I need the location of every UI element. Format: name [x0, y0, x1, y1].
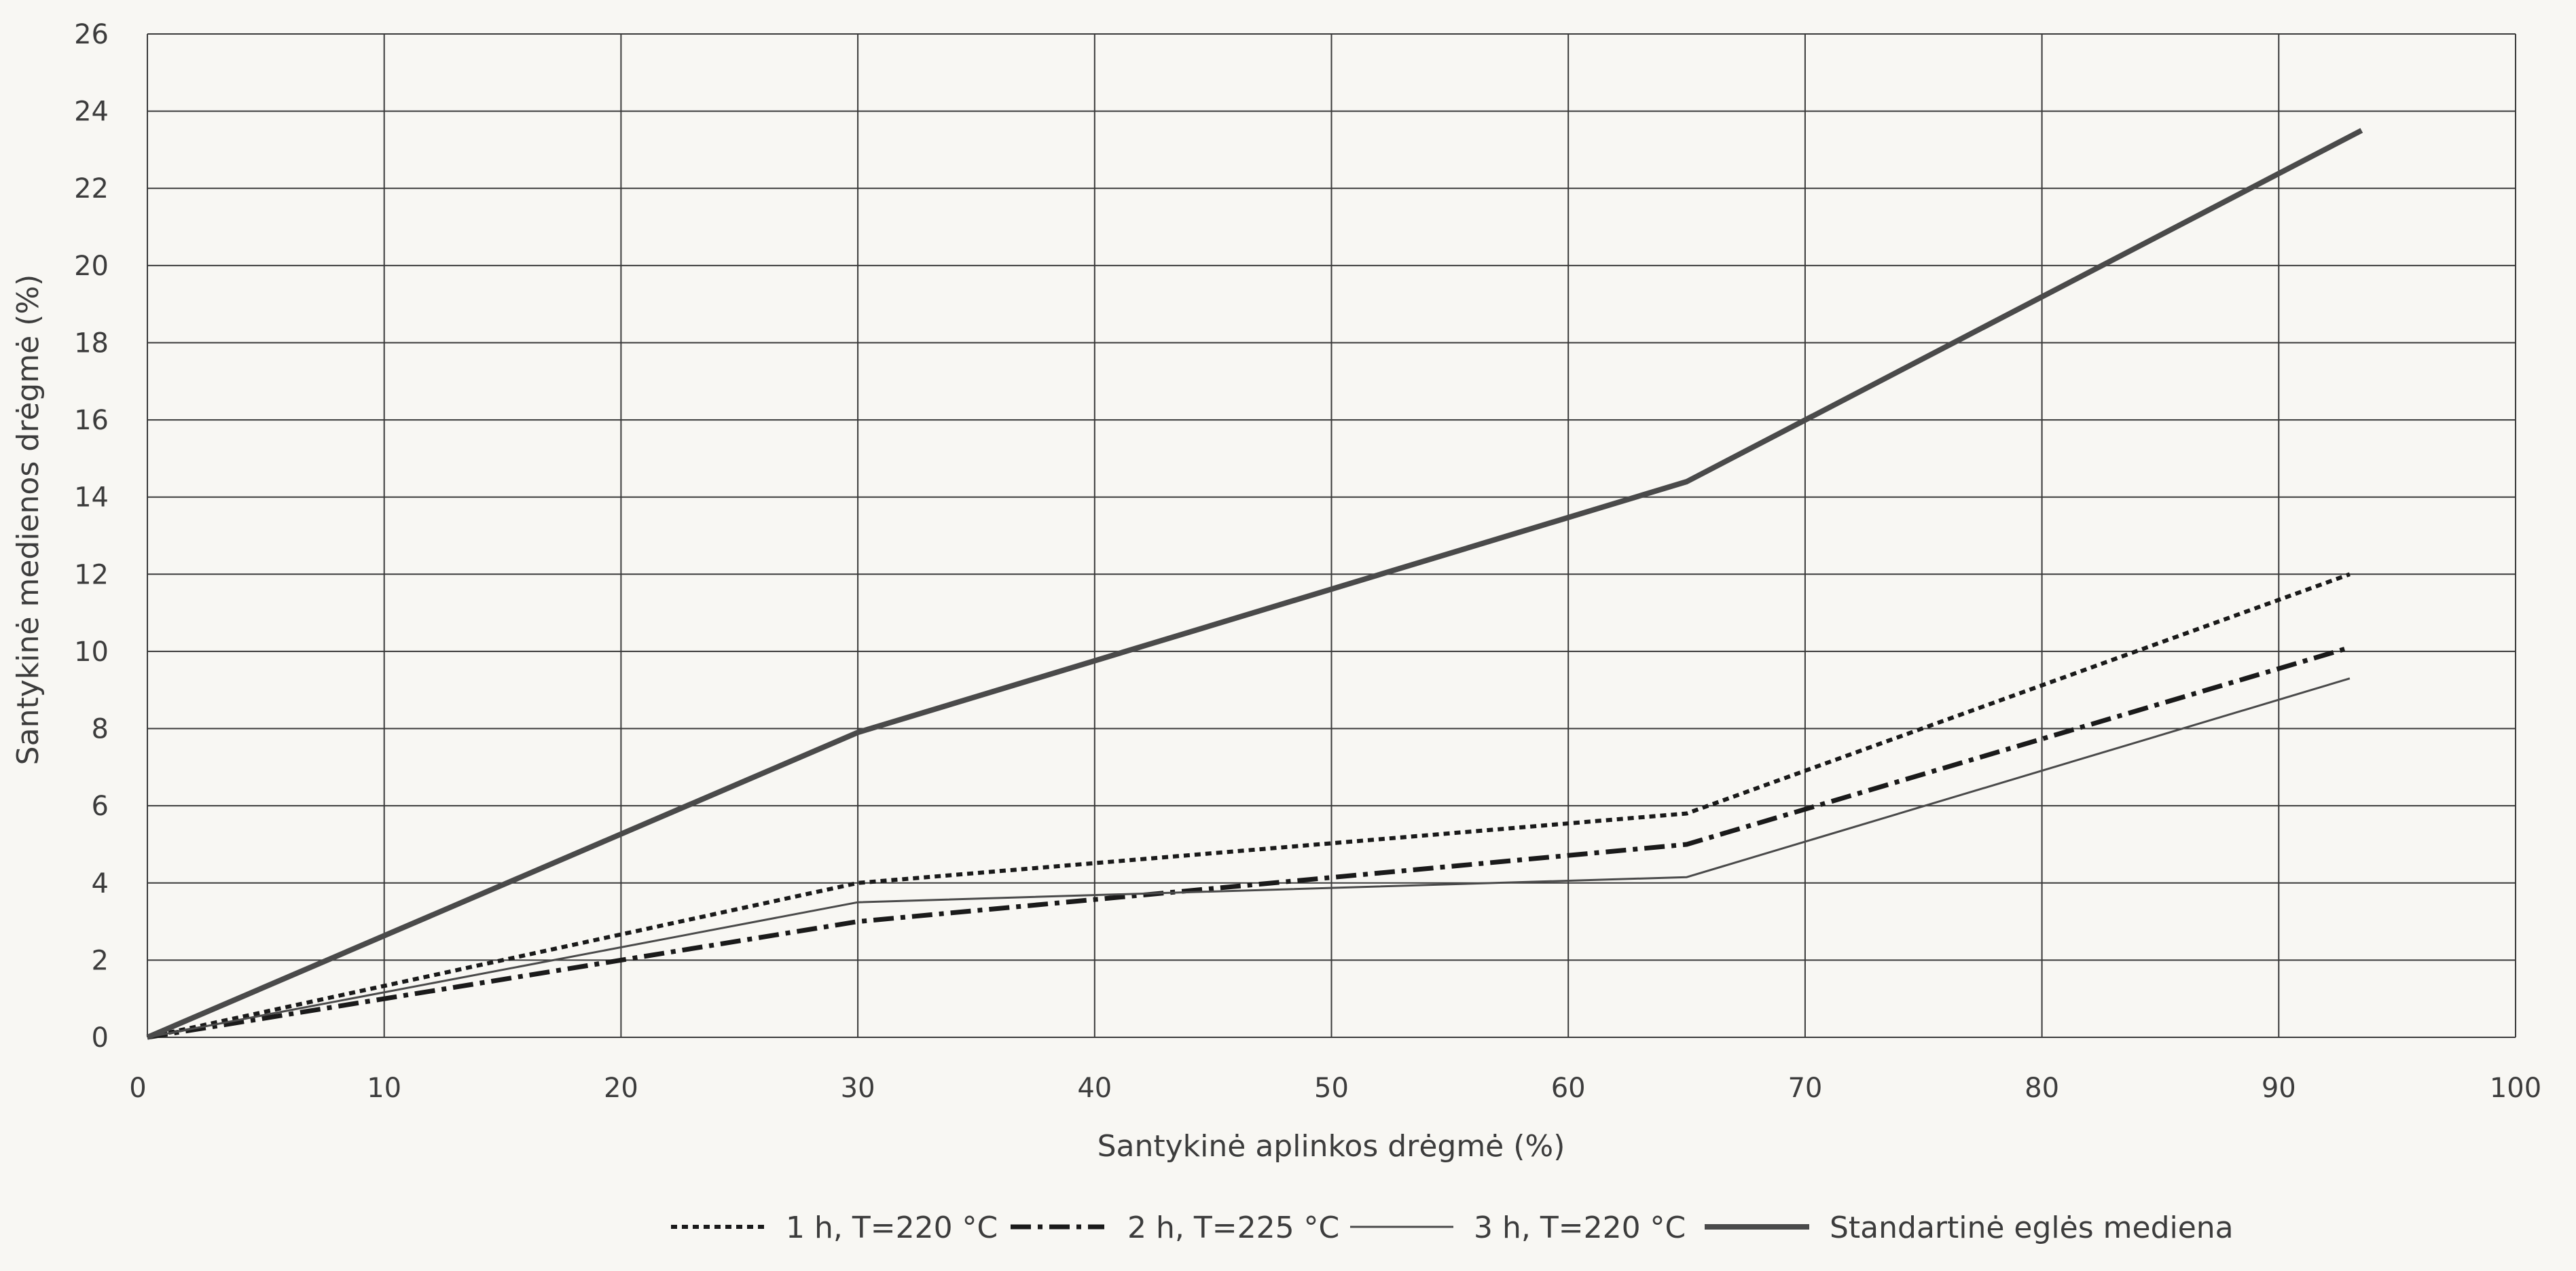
x-tick-label: 90: [2262, 1073, 2296, 1104]
y-tick-label: 6: [92, 791, 109, 822]
y-tick-label: 12: [74, 559, 109, 590]
y-tick-label: 2: [92, 945, 109, 976]
x-tick-label: 70: [1788, 1073, 1822, 1104]
legend: 1 h, T=220 °C 2 h, T=225 °C 3 h, T=220 °C S…: [671, 1211, 2234, 1245]
y-axis-label: Santykinė medienos drėgmė (%): [11, 274, 46, 766]
legend-label-3: 3 h, T=220 °C: [1474, 1211, 1686, 1245]
y-tick-label: 8: [92, 714, 109, 745]
x-tick-label: 0: [129, 1073, 146, 1104]
x-axis-ticks: 0 10 20 30 40 50 60 70 80 90 100: [129, 1073, 2541, 1104]
grid: [147, 33, 2516, 1038]
y-tick-label: 26: [74, 19, 109, 50]
x-tick-label: 100: [2490, 1073, 2541, 1104]
x-tick-label: 30: [841, 1073, 875, 1104]
y-tick-label: 0: [92, 1022, 109, 1054]
y-tick-label: 10: [74, 637, 109, 668]
series-line-4: [146, 128, 2363, 1040]
x-tick-label: 20: [604, 1073, 638, 1104]
series-line-1: [147, 572, 2351, 1039]
legend-label-2: 2 h, T=225 °C: [1127, 1211, 1339, 1245]
x-axis-label: Santykinė aplinkos drėgmė (%): [1097, 1129, 1565, 1164]
series-line-3: [147, 677, 2351, 1039]
legend-label-1: 1 h, T=220 °C: [786, 1211, 998, 1245]
y-tick-label: 18: [74, 327, 109, 359]
series-line-2: [147, 645, 2351, 1040]
x-tick-label: 50: [1314, 1073, 1349, 1104]
y-tick-label: 14: [74, 482, 109, 514]
series-group: [146, 128, 2363, 1040]
y-tick-label: 4: [92, 868, 109, 899]
x-tick-label: 60: [1551, 1073, 1586, 1104]
x-tick-label: 80: [2025, 1073, 2059, 1104]
y-tick-label: 20: [74, 251, 109, 282]
x-tick-label: 10: [367, 1073, 401, 1104]
y-tick-label: 22: [74, 173, 109, 204]
x-tick-label: 40: [1077, 1073, 1112, 1104]
y-tick-label: 16: [74, 405, 109, 436]
legend-label-4: Standartinė eglės mediena: [1830, 1211, 2234, 1245]
y-tick-label: 24: [74, 96, 109, 128]
